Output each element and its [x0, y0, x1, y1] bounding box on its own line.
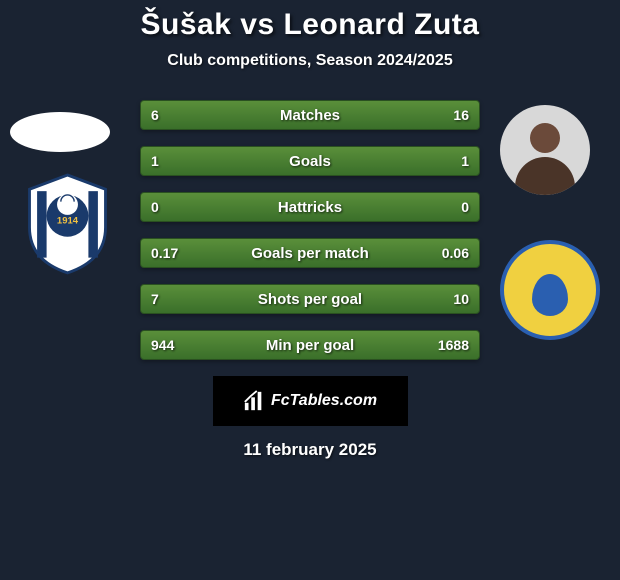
stat-row-min-per-goal: 944 Min per goal 1688	[140, 330, 480, 360]
subtitle: Club competitions, Season 2024/2025	[0, 52, 620, 70]
stat-left-value: 0.17	[151, 245, 178, 261]
stat-left-value: 7	[151, 291, 159, 307]
stat-row-goals: 1 Goals 1	[140, 146, 480, 176]
brand-link[interactable]: FcTables.com	[213, 376, 408, 426]
stat-row-matches: 6 Matches 16	[140, 100, 480, 130]
stat-rows: 6 Matches 16 1 Goals 1 0 Hattricks 0 0.1…	[140, 100, 480, 360]
stat-right-value: 0	[461, 199, 469, 215]
date-text: 11 february 2025	[0, 440, 620, 460]
chart-icon	[243, 390, 265, 412]
player-left-avatar	[10, 112, 110, 152]
stat-label: Shots per goal	[258, 291, 362, 308]
stat-right-value: 0.06	[442, 245, 469, 261]
stat-right-value: 1	[461, 153, 469, 169]
crest-right	[500, 240, 600, 340]
stat-label: Min per goal	[266, 337, 354, 354]
stat-row-hattricks: 0 Hattricks 0	[140, 192, 480, 222]
stat-left-value: 0	[151, 199, 159, 215]
stats-area: 1914 6 Matches 16 1 Goals 1 0 Hattricks …	[0, 100, 620, 360]
stat-label: Goals per match	[251, 245, 369, 262]
stat-label: Matches	[280, 107, 340, 124]
stat-left-value: 944	[151, 337, 174, 353]
stat-row-shots-per-goal: 7 Shots per goal 10	[140, 284, 480, 314]
stat-right-value: 1688	[438, 337, 469, 353]
crest-left: 1914	[20, 170, 115, 275]
stat-right-value: 16	[453, 107, 469, 123]
svg-text:1914: 1914	[57, 215, 79, 226]
stat-label: Hattricks	[278, 199, 342, 216]
stat-label: Goals	[289, 153, 331, 170]
stat-row-goals-per-match: 0.17 Goals per match 0.06	[140, 238, 480, 268]
stat-right-value: 10	[453, 291, 469, 307]
stat-left-value: 1	[151, 153, 159, 169]
page-title: Šušak vs Leonard Zuta	[0, 8, 620, 42]
brand-text: FcTables.com	[271, 392, 377, 410]
player-right-avatar	[500, 105, 590, 195]
stat-left-value: 6	[151, 107, 159, 123]
comparison-card: Šušak vs Leonard Zuta Club competitions,…	[0, 0, 620, 580]
crest-left-icon: 1914	[20, 170, 115, 275]
